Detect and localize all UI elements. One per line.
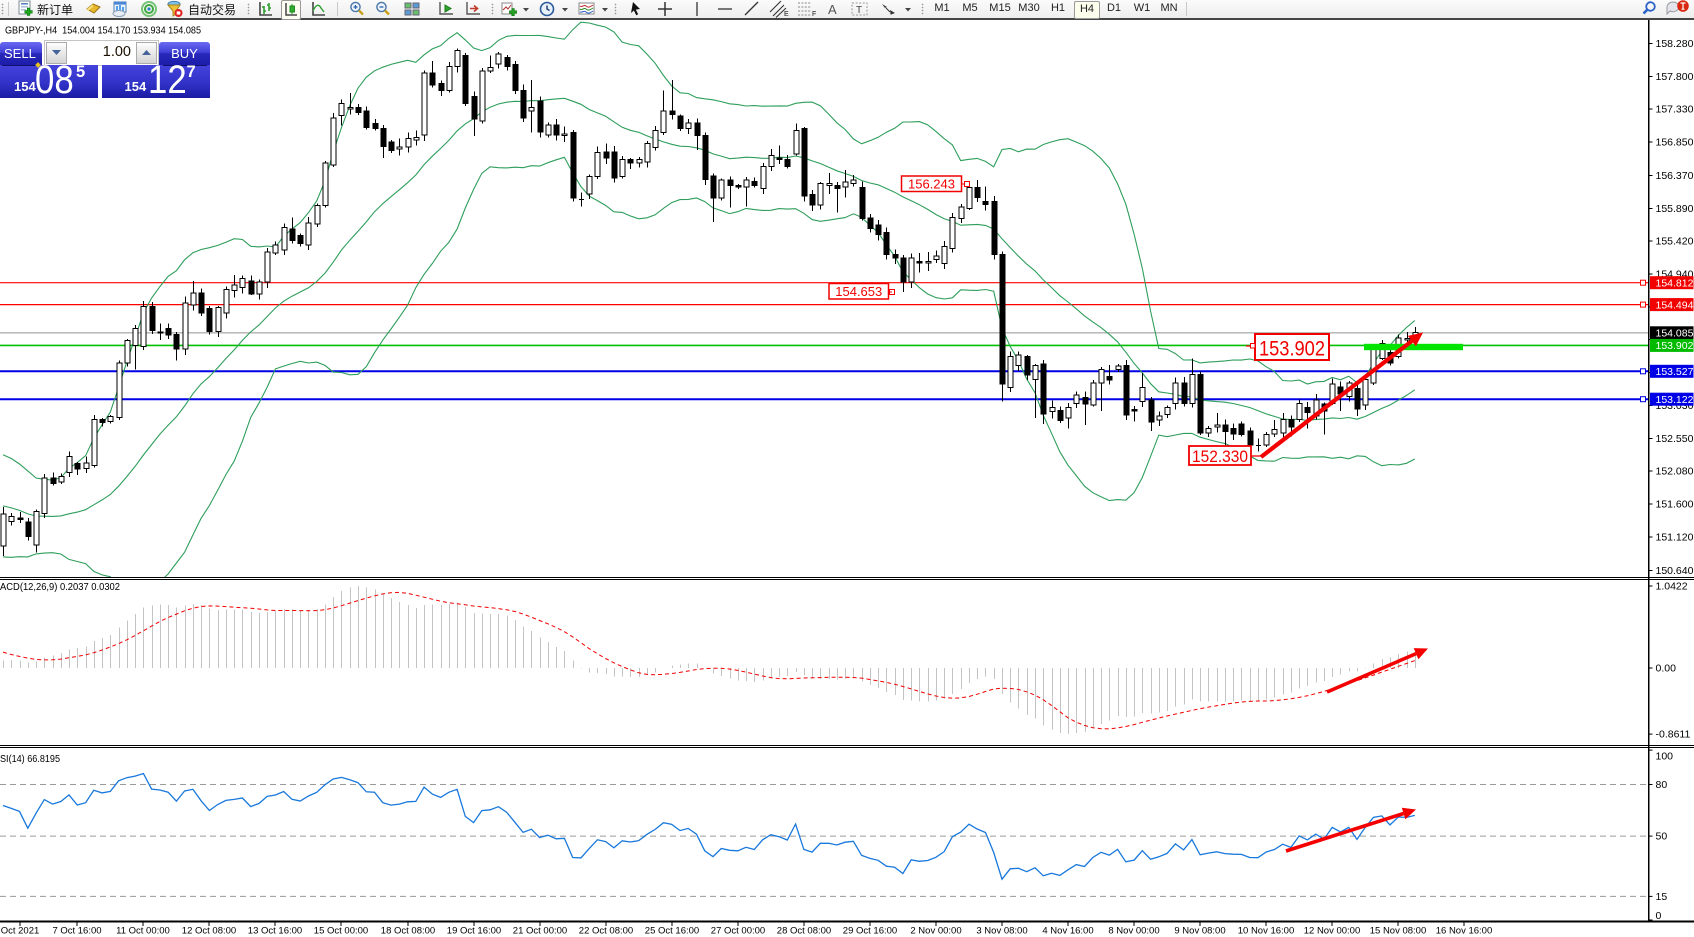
svg-text:10 Nov 16:00: 10 Nov 16:00 bbox=[1238, 926, 1295, 937]
svg-text:25 Oct 16:00: 25 Oct 16:00 bbox=[645, 926, 699, 937]
svg-text:157.800: 157.800 bbox=[1656, 71, 1694, 83]
svg-text:E: E bbox=[784, 11, 789, 18]
svg-text:12 Nov 00:00: 12 Nov 00:00 bbox=[1304, 926, 1361, 937]
svg-text:12 Oct 08:00: 12 Oct 08:00 bbox=[182, 926, 236, 937]
svg-text:152.550: 152.550 bbox=[1656, 433, 1694, 445]
svg-text:18 Oct 08:00: 18 Oct 08:00 bbox=[381, 926, 435, 937]
svg-text:15 Oct 00:00: 15 Oct 00:00 bbox=[314, 926, 368, 937]
svg-text:21 Oct 00:00: 21 Oct 00:00 bbox=[513, 926, 567, 937]
svg-text:15: 15 bbox=[1656, 891, 1668, 903]
svg-text:154.085: 154.085 bbox=[1656, 328, 1694, 340]
svg-text:153.527: 153.527 bbox=[1656, 366, 1694, 378]
svg-text:155.420: 155.420 bbox=[1656, 235, 1694, 247]
svg-text:156.850: 156.850 bbox=[1656, 137, 1694, 149]
svg-text:156.243: 156.243 bbox=[908, 176, 955, 191]
svg-text:153.902: 153.902 bbox=[1656, 340, 1694, 352]
svg-text:13 Oct 16:00: 13 Oct 16:00 bbox=[248, 926, 302, 937]
svg-text:29 Oct 16:00: 29 Oct 16:00 bbox=[843, 926, 897, 937]
svg-text:0: 0 bbox=[1656, 910, 1662, 922]
svg-text:155.890: 155.890 bbox=[1656, 203, 1694, 215]
svg-text:151.120: 151.120 bbox=[1656, 532, 1694, 544]
svg-text:F: F bbox=[812, 11, 816, 18]
svg-text:27 Oct 00:00: 27 Oct 00:00 bbox=[711, 926, 765, 937]
svg-text:-0.8611: -0.8611 bbox=[1656, 729, 1691, 741]
svg-text:T: T bbox=[856, 5, 862, 16]
svg-text:4 Nov 16:00: 4 Nov 16:00 bbox=[1042, 926, 1093, 937]
svg-text:15 Nov 08:00: 15 Nov 08:00 bbox=[1370, 926, 1427, 937]
svg-text:156.370: 156.370 bbox=[1656, 170, 1694, 182]
svg-text:GBPJPY-,H4 154.004 154.170 15: GBPJPY-,H4 154.004 154.170 153.934 154.0… bbox=[5, 25, 201, 37]
svg-text:28 Oct 08:00: 28 Oct 08:00 bbox=[777, 926, 831, 937]
svg-text:2 Nov 00:00: 2 Nov 00:00 bbox=[910, 926, 961, 937]
svg-text:8 Nov 00:00: 8 Nov 00:00 bbox=[1108, 926, 1159, 937]
svg-text:0.00: 0.00 bbox=[1656, 663, 1677, 675]
svg-text:50: 50 bbox=[1656, 831, 1668, 843]
svg-text:154.494: 154.494 bbox=[1656, 299, 1694, 311]
svg-text:SI(14) 66.8195: SI(14) 66.8195 bbox=[0, 754, 60, 765]
svg-text:16 Nov 16:00: 16 Nov 16:00 bbox=[1436, 926, 1493, 937]
svg-text:152.080: 152.080 bbox=[1656, 466, 1694, 478]
svg-text:150.640: 150.640 bbox=[1656, 565, 1694, 577]
svg-text:153.122: 153.122 bbox=[1656, 394, 1694, 406]
svg-text:151.600: 151.600 bbox=[1656, 499, 1694, 511]
svg-text:9 Nov 08:00: 9 Nov 08:00 bbox=[1174, 926, 1225, 937]
svg-text:100: 100 bbox=[1656, 751, 1674, 763]
svg-text:ACD(12,26,9) 0.2037 0.0302: ACD(12,26,9) 0.2037 0.0302 bbox=[0, 582, 120, 593]
svg-text:153.902: 153.902 bbox=[1259, 338, 1325, 361]
svg-text:7 Oct 16:00: 7 Oct 16:00 bbox=[52, 926, 101, 937]
svg-text:158.280: 158.280 bbox=[1656, 38, 1694, 50]
svg-text:80: 80 bbox=[1656, 779, 1668, 791]
svg-text:1.0422: 1.0422 bbox=[1656, 581, 1688, 593]
svg-text:11 Oct 00:00: 11 Oct 00:00 bbox=[116, 926, 170, 937]
svg-text:Oct 2021: Oct 2021 bbox=[1, 926, 40, 937]
svg-text:19 Oct 16:00: 19 Oct 16:00 bbox=[447, 926, 501, 937]
svg-text:22 Oct 08:00: 22 Oct 08:00 bbox=[579, 926, 633, 937]
svg-text:3 Nov 08:00: 3 Nov 08:00 bbox=[976, 926, 1027, 937]
svg-text:154.812: 154.812 bbox=[1656, 278, 1694, 290]
svg-text:157.330: 157.330 bbox=[1656, 104, 1694, 116]
svg-text:152.330: 152.330 bbox=[1192, 448, 1248, 466]
svg-text:154.653: 154.653 bbox=[835, 284, 882, 299]
